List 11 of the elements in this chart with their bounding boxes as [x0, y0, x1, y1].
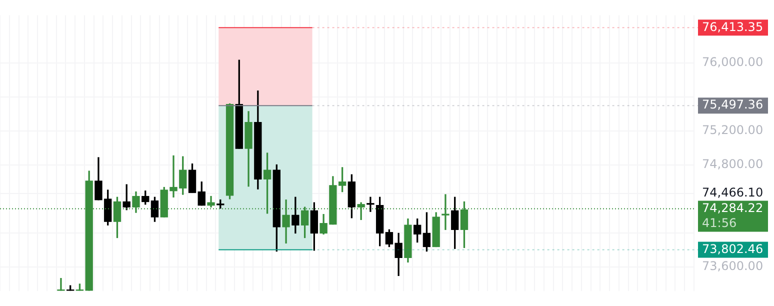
y-tick-label: 74,466.10	[702, 185, 764, 200]
y-tick-label: 73,600.00	[702, 259, 764, 274]
y-tick-label: 76,000.00	[702, 54, 764, 69]
ref-line-label: 75,497.36	[702, 98, 764, 112]
y-tick-label: 75,200.00	[702, 123, 764, 138]
ref-line-label: 76,413.35	[702, 20, 764, 34]
candlestick	[366, 196, 374, 212]
y-tick-label: 74,800.00	[702, 157, 764, 172]
ref-line-label: 73,802.46	[702, 242, 764, 256]
text: 41:56	[702, 216, 737, 230]
ref-line-label: 74,284.22	[702, 200, 764, 215]
